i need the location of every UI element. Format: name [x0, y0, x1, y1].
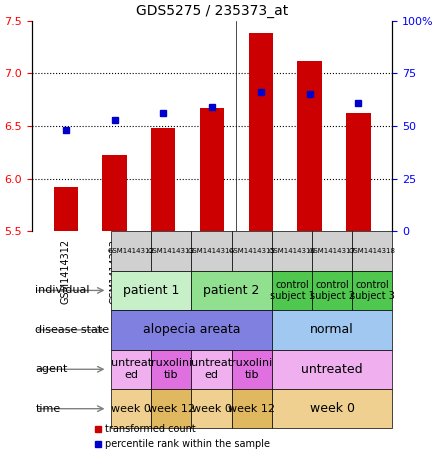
Text: week 0: week 0: [310, 402, 355, 415]
Bar: [151, 128, 176, 231]
Bar: [200, 108, 224, 231]
Text: GSM1414315: GSM1414315: [228, 248, 275, 254]
FancyBboxPatch shape: [232, 231, 272, 271]
FancyBboxPatch shape: [352, 271, 392, 310]
FancyBboxPatch shape: [312, 231, 352, 271]
FancyBboxPatch shape: [191, 271, 272, 310]
Text: GSM1414314: GSM1414314: [188, 248, 235, 254]
FancyBboxPatch shape: [272, 389, 392, 429]
Bar: [346, 113, 371, 231]
FancyBboxPatch shape: [312, 271, 352, 310]
Bar: [53, 187, 78, 231]
FancyBboxPatch shape: [191, 389, 232, 429]
FancyBboxPatch shape: [191, 231, 232, 271]
Bar: [102, 155, 127, 231]
FancyBboxPatch shape: [272, 310, 392, 350]
Text: ruxolini
tib: ruxolini tib: [231, 358, 272, 380]
FancyBboxPatch shape: [151, 231, 191, 271]
Text: agent: agent: [35, 364, 67, 374]
FancyBboxPatch shape: [232, 350, 272, 389]
Text: ruxolini
tib: ruxolini tib: [151, 358, 192, 380]
Bar: [249, 33, 273, 231]
FancyBboxPatch shape: [272, 231, 312, 271]
Text: untreat
ed: untreat ed: [110, 358, 152, 380]
FancyBboxPatch shape: [191, 350, 232, 389]
Text: GSM1414318: GSM1414318: [349, 248, 396, 254]
Text: untreat
ed: untreat ed: [191, 358, 232, 380]
Text: GSM1414316: GSM1414316: [268, 248, 315, 254]
FancyBboxPatch shape: [111, 231, 151, 271]
Title: GDS5275 / 235373_at: GDS5275 / 235373_at: [136, 4, 288, 18]
Text: disease state: disease state: [35, 325, 110, 335]
FancyBboxPatch shape: [111, 271, 191, 310]
Text: individual: individual: [35, 285, 90, 295]
Text: patient 2: patient 2: [204, 284, 260, 297]
Text: control
subject 1: control subject 1: [269, 280, 314, 301]
Text: control
subject 2: control subject 2: [310, 280, 355, 301]
FancyBboxPatch shape: [272, 350, 392, 389]
FancyBboxPatch shape: [111, 350, 151, 389]
Text: GSM1414312: GSM1414312: [108, 248, 155, 254]
FancyBboxPatch shape: [352, 231, 392, 271]
FancyBboxPatch shape: [272, 271, 312, 310]
Text: GSM1414317: GSM1414317: [309, 248, 356, 254]
FancyBboxPatch shape: [151, 389, 191, 429]
Text: week 12: week 12: [148, 404, 195, 414]
Text: GSM1414313: GSM1414313: [148, 248, 195, 254]
FancyBboxPatch shape: [232, 389, 272, 429]
Text: alopecia areata: alopecia areata: [143, 323, 240, 336]
Text: week 0: week 0: [111, 404, 151, 414]
Text: control
subject 3: control subject 3: [350, 280, 395, 301]
Text: patient 1: patient 1: [123, 284, 180, 297]
Text: untreated: untreated: [301, 363, 363, 376]
Text: week 12: week 12: [228, 404, 275, 414]
FancyBboxPatch shape: [111, 310, 272, 350]
FancyBboxPatch shape: [111, 389, 151, 429]
Legend: transformed count, percentile rank within the sample: transformed count, percentile rank withi…: [91, 420, 274, 453]
Text: normal: normal: [310, 323, 354, 336]
FancyBboxPatch shape: [151, 350, 191, 389]
Text: week 0: week 0: [191, 404, 232, 414]
Text: time: time: [35, 404, 60, 414]
Bar: [297, 61, 322, 231]
